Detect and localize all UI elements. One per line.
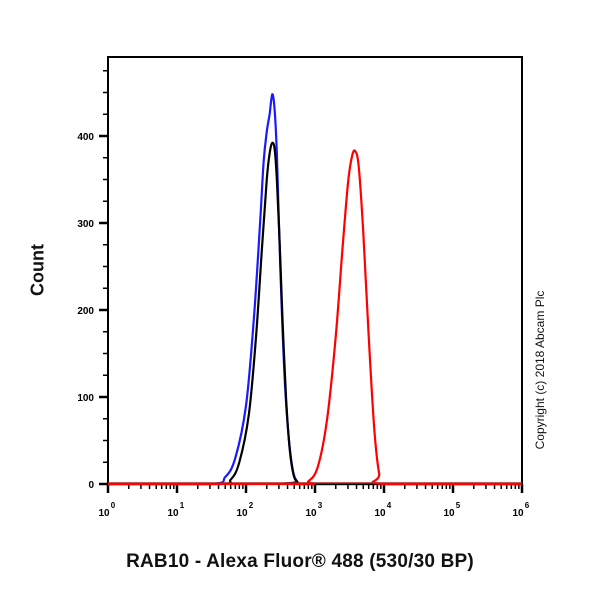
- series-red-line: [107, 149, 522, 486]
- x-tick-label: 10: [167, 508, 179, 519]
- y-tick-label: 300: [77, 219, 94, 230]
- copyright-annotation: Copyright (c) 2018 Abcam Plc: [533, 290, 547, 450]
- plot-frame: [107, 56, 523, 485]
- x-tick-label: 10: [98, 508, 110, 519]
- svg-text:4: 4: [387, 501, 392, 510]
- x-tick-label: 10: [512, 508, 524, 519]
- x-tick-label: 10: [305, 508, 317, 519]
- y-tick-label: 200: [77, 306, 94, 317]
- x-tick-label: 10: [374, 508, 386, 519]
- svg-text:1: 1: [180, 501, 185, 510]
- y-tick-label: 100: [77, 393, 94, 404]
- series-blue-line: [107, 93, 522, 486]
- x-axis-label: RAB10 - Alexa Fluor® 488 (530/30 BP): [126, 551, 474, 572]
- svg-text:0: 0: [111, 501, 116, 510]
- y-axis-ticks: 0 100 200 300 400: [77, 70, 108, 491]
- y-tick-label: 400: [77, 132, 94, 143]
- svg-text:3: 3: [318, 501, 323, 510]
- y-axis-label: Count: [27, 244, 48, 296]
- svg-text:5: 5: [456, 501, 461, 510]
- series-black-line: [107, 141, 522, 486]
- svg-text:2: 2: [249, 501, 254, 510]
- data-series: [107, 93, 522, 486]
- x-tick-label: 10: [443, 508, 455, 519]
- y-tick-label: 0: [88, 480, 94, 491]
- x-tick-label: 10: [236, 508, 248, 519]
- svg-text:6: 6: [525, 501, 530, 510]
